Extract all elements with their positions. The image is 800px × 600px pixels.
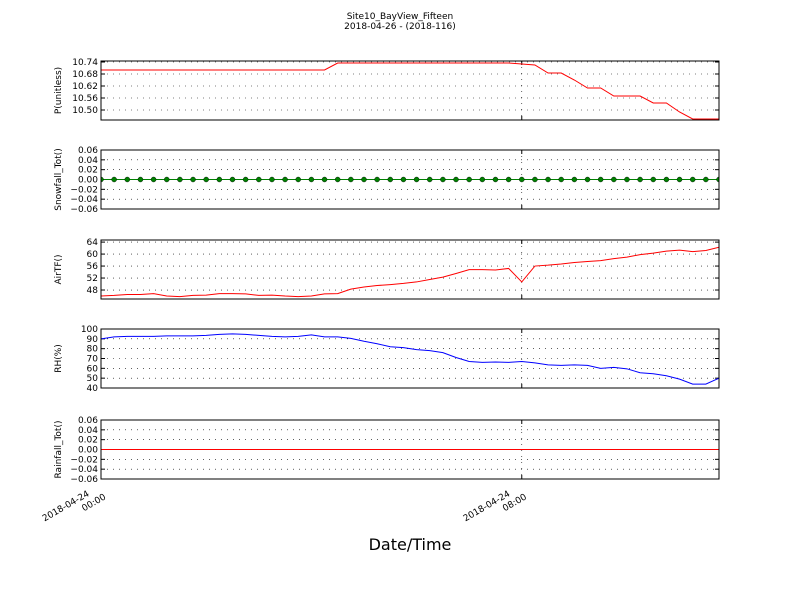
data-point — [374, 176, 380, 183]
y-axis-label: Snowfall_Tot() — [54, 148, 64, 211]
data-point — [177, 176, 183, 183]
data-point — [150, 176, 157, 183]
data-point — [229, 176, 236, 183]
y-axis-label: RH(%) — [54, 344, 64, 373]
data-point — [413, 176, 420, 183]
data-point — [427, 176, 433, 183]
data-point — [663, 176, 670, 183]
y-tick-label: 10.74 — [72, 58, 98, 68]
data-point — [597, 176, 604, 183]
data-point — [584, 176, 591, 183]
y-tick-label: 56 — [87, 262, 99, 272]
data-point — [361, 176, 367, 183]
y-tick-label: 80 — [87, 345, 99, 355]
y-tick-label: 10.56 — [72, 94, 98, 104]
y-tick-label: −0.04 — [70, 465, 98, 475]
data-point — [137, 176, 144, 183]
axes-frame — [100, 239, 720, 300]
y-tick-label: 10.62 — [72, 82, 98, 92]
data-point — [400, 176, 407, 183]
data-point — [505, 176, 512, 183]
data-point — [650, 176, 656, 183]
y-tick-label: 40 — [87, 384, 99, 394]
data-point — [348, 176, 354, 183]
data-point — [558, 176, 564, 183]
y-tick-label: 60 — [87, 250, 99, 260]
y-tick-label: 50 — [87, 374, 99, 384]
y-tick-label: −0.02 — [70, 185, 98, 195]
y-axis-label: AirTF() — [54, 254, 64, 284]
y-tick-label: 0.04 — [78, 156, 98, 166]
data-point — [637, 176, 643, 183]
y-tick-label: 0.00 — [78, 446, 98, 456]
y-tick-label: 0.00 — [78, 176, 98, 186]
y-tick-label: −0.04 — [70, 195, 98, 205]
data-point — [282, 176, 288, 183]
data-point — [492, 176, 499, 183]
y-tick-label: 100 — [81, 325, 98, 335]
y-tick-label: 70 — [87, 355, 99, 365]
data-point — [190, 176, 196, 183]
data-point — [571, 176, 578, 183]
y-tick-label: 0.06 — [78, 416, 98, 426]
data-point — [256, 176, 262, 183]
data-point — [203, 176, 209, 183]
y-tick-label: 52 — [87, 274, 98, 284]
y-tick-label: 90 — [87, 335, 99, 345]
data-line — [101, 246, 719, 298]
data-point — [624, 176, 630, 183]
data-point — [545, 176, 551, 183]
data-point — [453, 176, 459, 183]
data-point — [519, 176, 525, 183]
x-axis-label: Date/Time — [369, 535, 452, 554]
data-point — [295, 176, 301, 183]
data-point — [440, 176, 446, 183]
data-point — [611, 176, 617, 183]
data-point — [690, 176, 696, 183]
y-tick-label: 48 — [87, 286, 99, 296]
y-tick-label: 10.68 — [72, 70, 98, 80]
axes-frame — [100, 328, 720, 389]
data-point — [321, 176, 328, 183]
data-point — [466, 176, 472, 183]
axes-frame — [100, 60, 720, 121]
data-point — [716, 176, 719, 183]
data-point — [111, 176, 117, 183]
y-tick-label: 0.06 — [78, 146, 98, 156]
y-tick-label: 60 — [87, 364, 99, 374]
data-point — [124, 176, 130, 183]
axes-frame — [100, 149, 720, 210]
data-point — [387, 176, 393, 183]
data-point — [532, 176, 538, 183]
data-point — [242, 176, 249, 183]
y-tick-label: 0.02 — [78, 166, 98, 176]
y-tick-label: 0.02 — [78, 436, 98, 446]
data-line — [101, 62, 719, 120]
data-point — [676, 176, 683, 183]
chart-subtitle: 2018-04-26 - (2018-116) — [344, 22, 456, 32]
y-tick-label: −0.06 — [70, 475, 98, 485]
data-point — [703, 176, 709, 183]
y-tick-label: 0.04 — [78, 426, 98, 436]
axes-frame — [100, 419, 720, 480]
y-tick-label: 64 — [87, 238, 99, 248]
data-point — [216, 176, 223, 183]
data-point — [101, 176, 104, 183]
y-axis-label: Rainfall_Tot() — [54, 421, 64, 479]
y-tick-label: −0.02 — [70, 455, 98, 465]
y-tick-label: 10.50 — [72, 106, 98, 116]
data-point — [269, 176, 275, 183]
data-point — [334, 176, 341, 183]
y-tick-label: −0.06 — [70, 205, 98, 215]
chart-title: Site10_BayView_Fifteen — [347, 12, 453, 22]
y-axis-label: P(unitless) — [54, 67, 64, 114]
data-point — [164, 176, 170, 183]
data-point — [308, 176, 315, 183]
data-line — [101, 333, 719, 385]
data-point — [479, 176, 486, 183]
